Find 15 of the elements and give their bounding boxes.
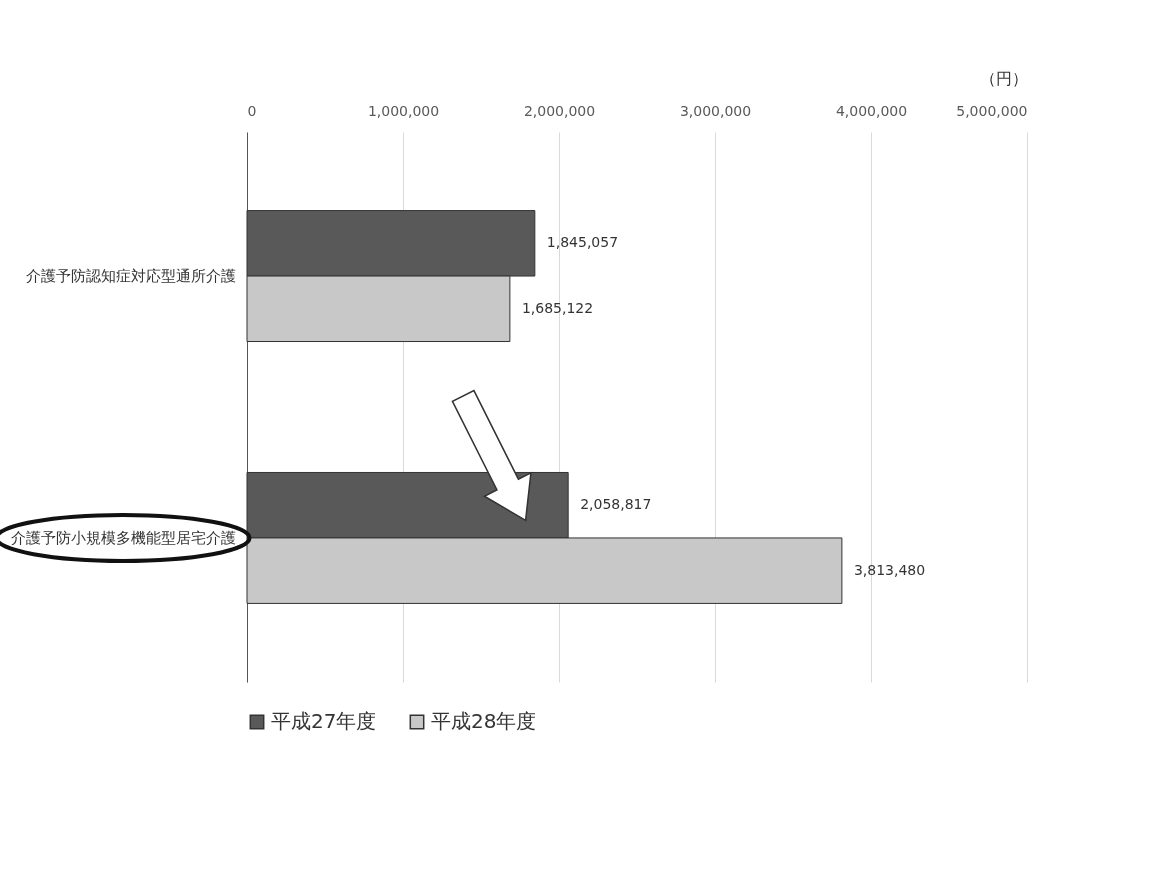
legend-label: 平成28年度	[431, 709, 537, 733]
data-label: 1,845,057	[546, 234, 619, 251]
y-tick-label: 介護予防認知症対応型通所介護	[25, 267, 236, 286]
x-tick-label: 5,000,000	[956, 102, 1028, 119]
data-label: 1,685,122	[521, 299, 594, 316]
y-tick-label: 介護予防小規模多機能型居宅介護	[10, 528, 236, 547]
x-tick-label: 0	[247, 102, 257, 119]
x-tick-label: 1,000,000	[367, 102, 440, 119]
legend-label: 平成27年度	[271, 709, 377, 733]
data-label: 2,058,817	[580, 496, 652, 513]
x-tick-label: 2,000,000	[523, 102, 596, 119]
x-tick-label: 4,000,000	[835, 102, 908, 119]
x-axis-title: （円）	[979, 68, 1028, 88]
data-label: 3,813,480	[853, 561, 926, 578]
x-tick-label: 3,000,000	[679, 102, 752, 119]
